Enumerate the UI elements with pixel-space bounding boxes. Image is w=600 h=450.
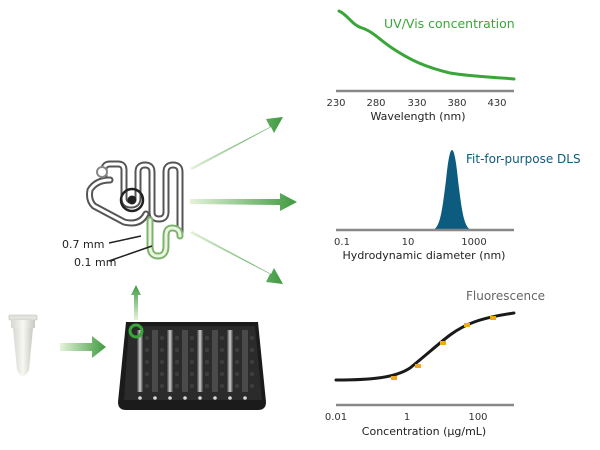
plate-column-end [243, 396, 247, 400]
arrow-to-uv [190, 117, 283, 170]
plate-well [189, 335, 195, 341]
fluorescence-data-point [440, 341, 446, 345]
dls-chart-title: Fit-for-purpose DLS [466, 152, 581, 166]
fluorescence-tick-label: 0.01 [325, 412, 347, 423]
arrow-plate-to-chip [131, 285, 141, 320]
fluorescence-chart: Fluorescence 0.01 1 100 Concentration (μ… [325, 289, 545, 438]
plate-column [197, 330, 203, 392]
fluorescence-tick-label: 100 [468, 412, 487, 423]
dls-tick-label: 10 [402, 237, 415, 248]
plate-well [234, 383, 240, 389]
uv-tick-label: 230 [326, 98, 345, 109]
plate-well [189, 383, 195, 389]
dls-x-axis-label: Hydrodynamic diameter (nm) [343, 249, 506, 262]
plate-well [204, 371, 210, 377]
uv-tick-label: 280 [366, 98, 385, 109]
plate-column-end [228, 396, 232, 400]
plate-well [249, 359, 255, 365]
plate-column [212, 330, 218, 392]
fluorescence-chart-title: Fluorescence [466, 289, 545, 303]
plate-column-end [198, 396, 202, 400]
dls-chart: Fit-for-purpose DLS 0.1 10 1000 Hydrodyn… [334, 150, 581, 262]
fluorescence-data-point [464, 323, 470, 327]
plate-well [219, 335, 225, 341]
plate-column-end [168, 396, 172, 400]
uv-x-axis-label: Wavelength (nm) [370, 110, 465, 123]
plate-well [159, 347, 165, 353]
plate-well [174, 359, 180, 365]
plate-well [249, 371, 255, 377]
chip-label-0-7mm: 0.7 mm [62, 238, 104, 251]
dls-tick-label: 1000 [461, 237, 486, 248]
plate-well [219, 383, 225, 389]
plate-well [144, 347, 150, 353]
plate-column-end [213, 396, 217, 400]
plate-column [137, 330, 143, 392]
plate-well [159, 359, 165, 365]
plate-well [144, 359, 150, 365]
plate-well [249, 335, 255, 341]
fluorescence-x-axis-label: Concentration (μg/mL) [362, 425, 486, 438]
plate-well [174, 335, 180, 341]
plate-well [174, 383, 180, 389]
plate-well [159, 371, 165, 377]
uv-tick-label: 380 [447, 98, 466, 109]
dls-size-peak [432, 150, 472, 230]
plate-well [159, 335, 165, 341]
plate-well [249, 347, 255, 353]
arrow-to-dls [190, 193, 297, 211]
plate-column-end [183, 396, 187, 400]
plate-well [174, 347, 180, 353]
fluorescence-data-point [490, 316, 496, 320]
plate-well [219, 347, 225, 353]
plate-well [204, 347, 210, 353]
plate-well [189, 359, 195, 365]
dls-tick-label: 0.1 [334, 237, 350, 248]
arrow-to-plate [60, 336, 106, 358]
uv-vis-chart: UV/Vis concentration 230 280 330 380 430… [326, 9, 516, 123]
fluorescence-data-point [391, 376, 397, 380]
plate-well [234, 359, 240, 365]
sample-tube-icon [8, 314, 38, 376]
plate-well [189, 347, 195, 353]
plate-well [144, 371, 150, 377]
fluorescence-data-point [415, 364, 421, 368]
plate-column [152, 330, 158, 392]
microfluidic-chip-icon: 0.7 mm 0.1 mm [62, 160, 184, 269]
well-plate-icon [118, 322, 266, 410]
chip-label-0-1mm: 0.1 mm [74, 256, 116, 269]
plate-well [234, 371, 240, 377]
uv-tick-label: 330 [407, 98, 426, 109]
uv-tick-label: 430 [487, 98, 506, 109]
plate-column [167, 330, 173, 392]
plate-column-end [153, 396, 157, 400]
plate-well [144, 383, 150, 389]
fluorescence-sigmoid-curve [334, 311, 516, 382]
plate-column [227, 330, 233, 392]
plate-well [249, 383, 255, 389]
plate-well [159, 383, 165, 389]
plate-well [234, 335, 240, 341]
plate-well [174, 371, 180, 377]
plate-well [219, 371, 225, 377]
plate-well [204, 383, 210, 389]
plate-column [242, 330, 248, 392]
plate-well [144, 335, 150, 341]
uv-chart-title: UV/Vis concentration [384, 16, 515, 31]
plate-column [182, 330, 188, 392]
plate-column-end [138, 396, 142, 400]
plate-well [204, 335, 210, 341]
plate-well [204, 359, 210, 365]
fluorescence-tick-label: 1 [404, 412, 410, 423]
plate-well [219, 359, 225, 365]
plate-well [234, 347, 240, 353]
plate-well [189, 371, 195, 377]
arrow-to-fluorescence [190, 231, 283, 284]
uv-absorbance-curve [337, 9, 516, 81]
